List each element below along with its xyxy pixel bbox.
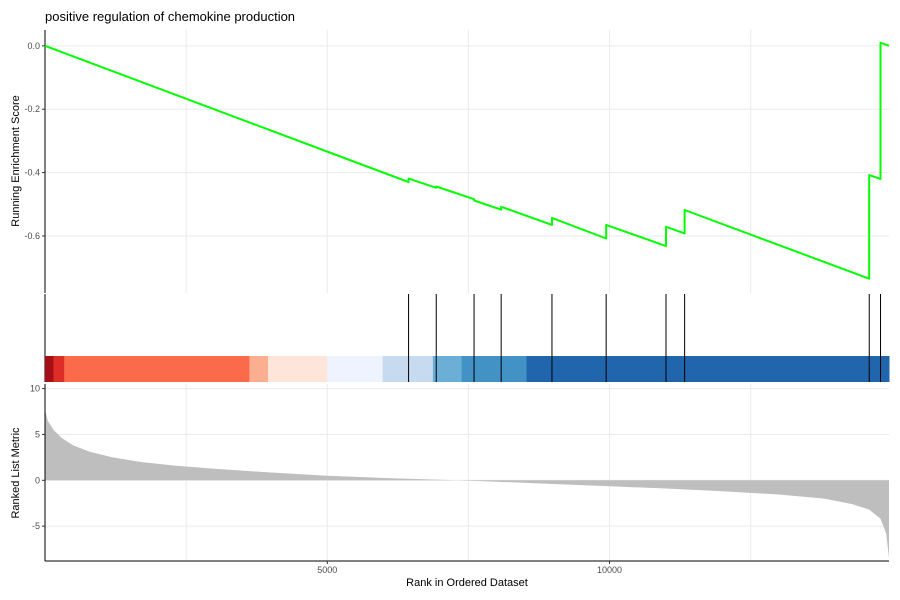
x-axis-title: Rank in Ordered Dataset bbox=[406, 577, 528, 589]
rank-color-band bbox=[53, 356, 65, 382]
running-score-line bbox=[44, 41, 890, 280]
y-tick-label: -0.4 bbox=[24, 168, 40, 178]
x-tick-label: 5000 bbox=[317, 565, 337, 575]
y-tick-label: 0.0 bbox=[27, 41, 40, 51]
rank-color-band bbox=[432, 356, 463, 382]
y-axis-title-metric: Ranked List Metric bbox=[10, 427, 22, 519]
rank-color-band bbox=[526, 356, 890, 382]
running-enrichment-panel: 0.0 -0.2 -0.4 -0.6 bbox=[24, 30, 890, 293]
y-tick-label: 0 bbox=[35, 475, 40, 485]
rank-color-band bbox=[382, 356, 434, 382]
rank-color-band bbox=[64, 356, 250, 382]
plot-title: positive regulation of chemokine product… bbox=[45, 9, 295, 24]
y-tick-label: -5 bbox=[32, 521, 40, 531]
y-tick-label: -0.6 bbox=[24, 231, 40, 241]
rank-color-band bbox=[461, 356, 528, 382]
y-tick-label: 5 bbox=[35, 429, 40, 439]
y-tick-label: 10 bbox=[30, 384, 40, 394]
metric-area bbox=[45, 409, 889, 559]
rank-color-band bbox=[249, 356, 269, 382]
ranked-list-metric-panel: 10 5 0 -5 5000 10000 bbox=[30, 384, 889, 575]
rank-color-band bbox=[45, 356, 54, 382]
y-tick-label: -0.2 bbox=[24, 104, 40, 114]
rank-color-band bbox=[327, 356, 384, 382]
x-tick-label: 10000 bbox=[597, 565, 622, 575]
gene-hits-panel bbox=[44, 294, 890, 382]
rank-color-band bbox=[267, 356, 328, 382]
y-axis-title-enrichment: Running Enrichment Score bbox=[10, 95, 22, 226]
